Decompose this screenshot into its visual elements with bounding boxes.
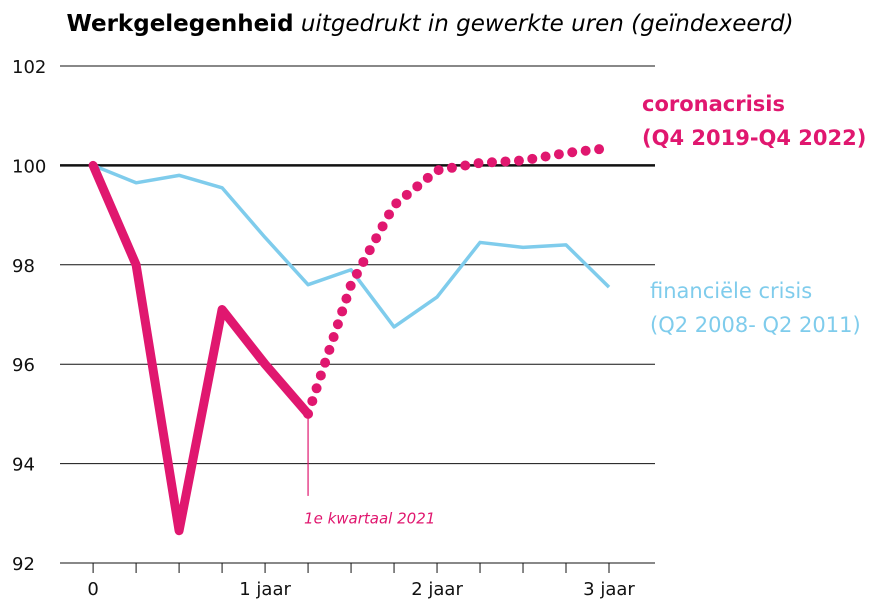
series-line: [303, 143, 614, 419]
y-tick-label: 102: [12, 57, 46, 78]
annotation-text: 1e kwartaal 2021: [304, 509, 435, 527]
series-line: [88, 160, 313, 536]
chart-subtitle: uitgedrukt in gewerkte uren (geïndexeerd…: [301, 11, 794, 37]
series-line: [92, 163, 611, 329]
series-label: financiële crisis: [650, 279, 812, 303]
y-tick-label: 94: [12, 455, 35, 476]
series-label: coronacrisis: [642, 92, 785, 116]
series-period: (Q2 2008- Q2 2011): [650, 313, 861, 337]
chart-title: Werkgelegenheid: [66, 11, 293, 37]
y-tick-label: 98: [12, 256, 35, 277]
x-tick-label: 1 jaar: [239, 579, 291, 600]
x-tick-label: 0: [87, 579, 98, 600]
y-tick-label: 100: [12, 156, 46, 177]
x-tick-label: 3 jaar: [583, 579, 635, 600]
series-period: (Q4 2019-Q4 2022): [642, 126, 866, 150]
y-tick-label: 96: [12, 355, 35, 376]
x-tick-label: 2 jaar: [411, 579, 463, 600]
chart-heading: Werkgelegenheid uitgedrukt in gewerkte u…: [66, 11, 793, 37]
y-tick-label: 92: [12, 554, 35, 575]
